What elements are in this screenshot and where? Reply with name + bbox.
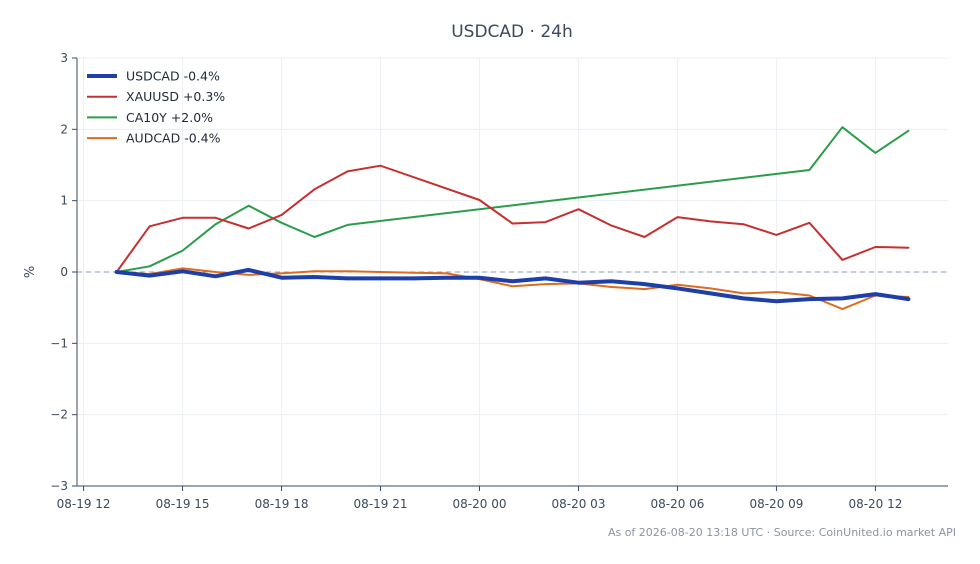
legend-label: USDCAD -0.4% [126, 69, 220, 84]
x-tick-label: 08-19 15 [156, 497, 210, 511]
x-tick-label: 08-19 21 [354, 497, 408, 511]
legend-label: AUDCAD -0.4% [126, 131, 221, 146]
y-tick-label: −2 [50, 408, 68, 422]
source-footnote: As of 2026-08-20 13:18 UTC · Source: Coi… [607, 526, 956, 539]
series-line-2 [115, 126, 910, 273]
y-tick-label: 0 [60, 265, 68, 279]
series-line-0 [114, 267, 911, 304]
chart-title: USDCAD · 24h [451, 22, 573, 42]
x-tick-label: 08-20 00 [453, 497, 507, 511]
legend-label: XAUUSD +0.3% [126, 89, 225, 104]
y-tick-label: −1 [50, 336, 68, 350]
y-tick-label: 1 [60, 194, 68, 208]
series-line-1 [115, 164, 910, 273]
series-group [114, 126, 911, 311]
y-axis-label: % [23, 266, 38, 278]
x-tick-label: 08-19 12 [57, 497, 111, 511]
x-tick-label: 08-19 18 [255, 497, 309, 511]
y-tick-label: −3 [50, 479, 68, 493]
x-tick-label: 08-20 09 [749, 497, 803, 511]
x-tick-label: 08-20 03 [552, 497, 606, 511]
series-line-3 [115, 267, 910, 311]
x-tick-label: 08-20 06 [650, 497, 704, 511]
legend-label: CA10Y +2.0% [126, 110, 213, 125]
x-tick-label: 08-20 12 [848, 497, 902, 511]
y-tick-label: 3 [60, 51, 68, 65]
axes: 3 2 1 0 −1 −2 −3 08-19 12 08-19 15 08-19 18 08-19 … [50, 51, 948, 511]
y-tick-label: 2 [60, 122, 68, 136]
legend: USDCAD -0.4% XAUUSD +0.3% CA10Y +2.0% AUDCA… [87, 69, 225, 146]
grid [77, 57, 948, 487]
